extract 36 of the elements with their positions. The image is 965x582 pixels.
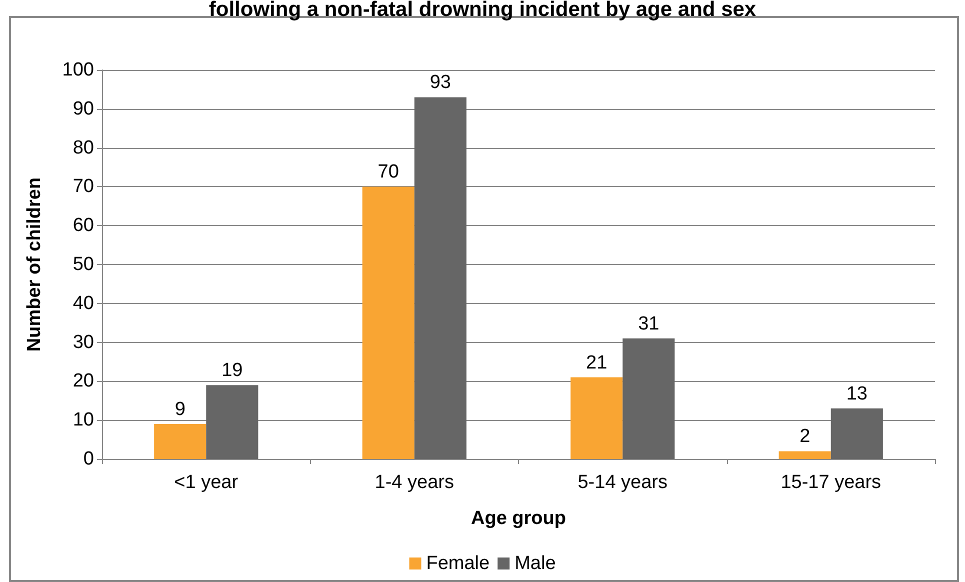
bar: [206, 385, 258, 459]
data-label: 19: [222, 360, 243, 382]
bar: [622, 338, 675, 459]
y-tick-label: 60: [72, 215, 94, 236]
bar: [830, 408, 883, 459]
data-label: 13: [846, 383, 868, 404]
x-tick-label: <1 year: [174, 472, 239, 493]
y-tick-label: 70: [72, 176, 94, 198]
bar: [362, 186, 414, 459]
y-tick-label: 30: [72, 332, 94, 353]
y-tick-label: 20: [72, 370, 94, 392]
bar: [778, 451, 831, 459]
data-label: 21: [586, 352, 608, 374]
y-tick-label: 80: [72, 137, 94, 158]
legend-label: Female: [426, 553, 490, 574]
bar: [570, 377, 623, 459]
x-axis-title: Age group: [471, 508, 566, 529]
data-label: 93: [430, 72, 451, 94]
y-tick-label: 40: [72, 292, 94, 314]
y-axis-title: Number of children: [24, 177, 45, 352]
y-tick-label: 10: [72, 410, 94, 431]
data-label: 2: [800, 426, 810, 448]
y-tick-label: 50: [72, 254, 94, 275]
x-tick-label: 1-4 years: [374, 472, 454, 493]
x-tick-label: 15-17 years: [780, 472, 882, 493]
y-tick-label: 100: [62, 60, 94, 80]
data-label: 70: [378, 162, 399, 183]
chart-title: following a non-fatal drowning incident by age and sex: [208, 0, 756, 21]
bar: [154, 424, 206, 459]
x-tick-label: 5-14 years: [578, 472, 668, 493]
bar: [414, 97, 466, 459]
y-tick-label: 0: [83, 448, 94, 470]
y-tick-label: 90: [72, 98, 94, 120]
data-label: 31: [638, 313, 660, 334]
legend-label: Male: [514, 553, 556, 574]
data-label: 9: [174, 398, 186, 420]
